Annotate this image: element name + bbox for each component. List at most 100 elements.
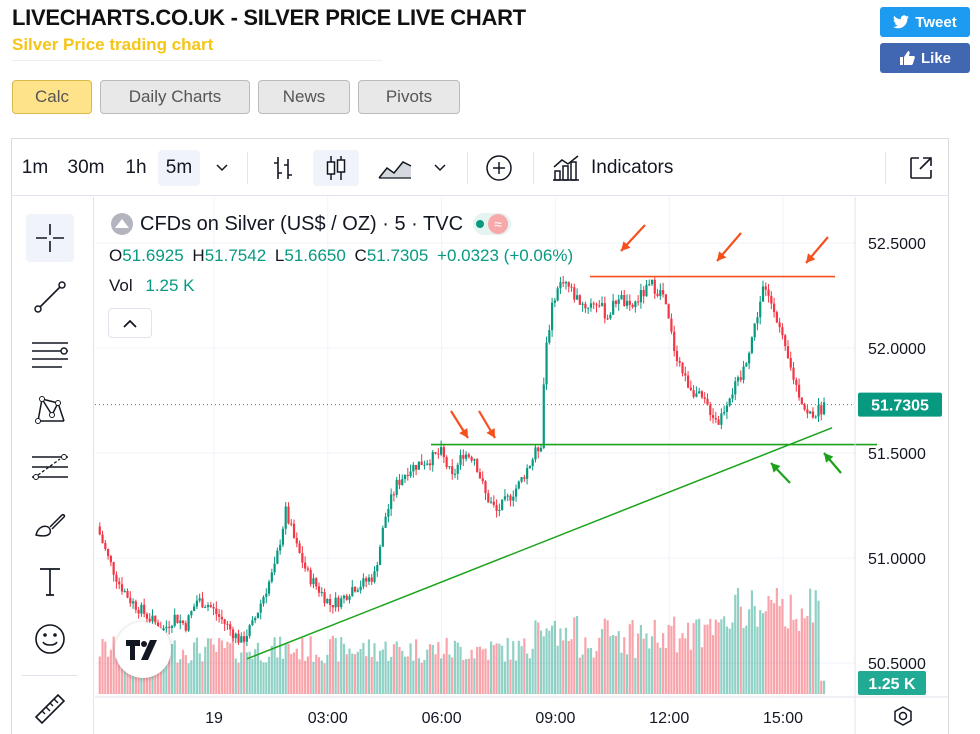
volume-bar [256, 642, 260, 694]
candle-body [745, 363, 748, 367]
candle-body [390, 494, 393, 510]
volume-bar [362, 642, 365, 694]
trend-line-icon[interactable] [26, 273, 74, 321]
volume-bar [281, 658, 285, 694]
candle-body [528, 466, 531, 469]
candle-body [512, 496, 515, 501]
chart-toolbar: 1m 30m 1h 5m Indicators [11, 138, 949, 196]
candle-body [728, 398, 731, 406]
arrow-red-head [459, 428, 468, 438]
volume-bar [570, 639, 573, 694]
candle-body [553, 300, 556, 303]
candle-body [700, 391, 704, 398]
volume-bar [700, 647, 704, 694]
interval-dropdown-chevron-icon[interactable] [209, 150, 235, 186]
tab-calc[interactable]: Calc [12, 80, 92, 114]
candle-body [104, 542, 107, 549]
y-tick-label: 52.5000 [868, 236, 926, 253]
add-compare-plus-icon[interactable] [479, 150, 519, 186]
pattern-icon[interactable] [26, 387, 74, 435]
volume-bar [168, 655, 171, 694]
candle-body [587, 307, 590, 309]
volume-bar [495, 643, 498, 694]
volume-bar [176, 662, 179, 694]
tab-pivots[interactable]: Pivots [358, 80, 460, 114]
volume-bar [781, 598, 784, 694]
brush-icon[interactable] [26, 501, 74, 549]
candle-body [353, 587, 357, 592]
candles-chart-type-icon[interactable] [313, 150, 359, 186]
horizontal-lines-icon[interactable] [26, 331, 74, 379]
volume-bar [301, 637, 304, 694]
candle-body [190, 611, 193, 616]
fullscreen-popout-icon[interactable] [901, 150, 941, 186]
volume-bar [542, 636, 545, 694]
candle-body [795, 379, 798, 385]
candle-body [254, 618, 257, 621]
tab-daily-charts[interactable]: Daily Charts [100, 80, 250, 114]
interval-5m[interactable]: 5m [158, 150, 200, 186]
volume-bar [759, 610, 762, 694]
candle-body [403, 474, 407, 480]
open-label: O [109, 246, 123, 265]
like-button[interactable]: Like [880, 43, 970, 73]
fib-retracement-icon[interactable] [26, 443, 74, 491]
volume-bar [537, 622, 540, 694]
candle-body [620, 295, 623, 300]
ohlc-values: O51.6925 H51.7542 L51.6650 C51.7305 +0.0… [109, 246, 573, 266]
volume-bar [445, 637, 448, 694]
tweet-button[interactable]: Tweet [880, 7, 970, 37]
volume-bar [234, 658, 237, 694]
emoji-icon[interactable] [26, 615, 74, 663]
interval-1h[interactable]: 1h [125, 157, 147, 178]
ruler-icon[interactable] [26, 685, 74, 733]
volume-bar [587, 648, 590, 694]
candle-body [334, 597, 337, 608]
market-status-badge[interactable]: ≈ [473, 213, 512, 235]
text-icon[interactable] [26, 557, 74, 605]
candle-body [237, 633, 240, 643]
candle-body [617, 299, 620, 304]
site-title: LIVECHARTS.CO.UK - SILVER PRICE LIVE CHA… [12, 5, 526, 30]
candle-body [678, 361, 681, 363]
volume-bar [509, 659, 512, 694]
volume-bar [714, 619, 717, 694]
volume-bar [578, 657, 581, 694]
interval-1m[interactable]: 1m [21, 157, 49, 178]
candle-body [373, 571, 376, 582]
area-chart-type-icon[interactable] [373, 150, 417, 186]
candle-body [820, 405, 823, 415]
candle-body [631, 304, 634, 308]
tab-news[interactable]: News [258, 80, 350, 114]
candle-body [662, 290, 665, 295]
volume-bar [592, 657, 595, 694]
candle-body [145, 613, 149, 619]
divider [22, 675, 78, 676]
symbol-title: CFDs on Silver (US$ / OZ) · 5 · TVC [140, 212, 464, 235]
chart-type-dropdown-chevron-icon[interactable] [427, 150, 453, 186]
volume-bar [520, 646, 523, 694]
price-chart[interactable]: 52.5000 52.0000 51.5000 51.0000 50.5000 19 03:… [95, 197, 948, 734]
volume-bar [365, 656, 368, 694]
candle-body [656, 293, 659, 296]
collapse-legend-button[interactable] [108, 308, 152, 338]
volume-bar [265, 662, 268, 694]
site-subtitle: Silver Price trading chart [12, 35, 214, 54]
arrow-red-head [717, 251, 727, 261]
volume-bar [809, 588, 812, 694]
volume-bar [442, 653, 445, 694]
crosshair-icon[interactable] [26, 214, 74, 262]
tradingview-logo[interactable] [115, 622, 171, 678]
volume-bar [753, 605, 756, 694]
divider [12, 60, 382, 61]
candle-body [340, 598, 343, 608]
candle-body [137, 609, 140, 614]
candle-body [179, 620, 182, 624]
interval-30m[interactable]: 30m [67, 157, 105, 178]
candle-body [706, 398, 709, 405]
indicators-button[interactable]: Indicators [551, 150, 721, 186]
axes: 52.5000 52.0000 51.5000 51.0000 50.5000 19 03:… [95, 197, 948, 734]
volume-bar [384, 641, 387, 694]
volume-bar [725, 626, 729, 694]
bar-chart-type-icon[interactable] [263, 150, 303, 186]
